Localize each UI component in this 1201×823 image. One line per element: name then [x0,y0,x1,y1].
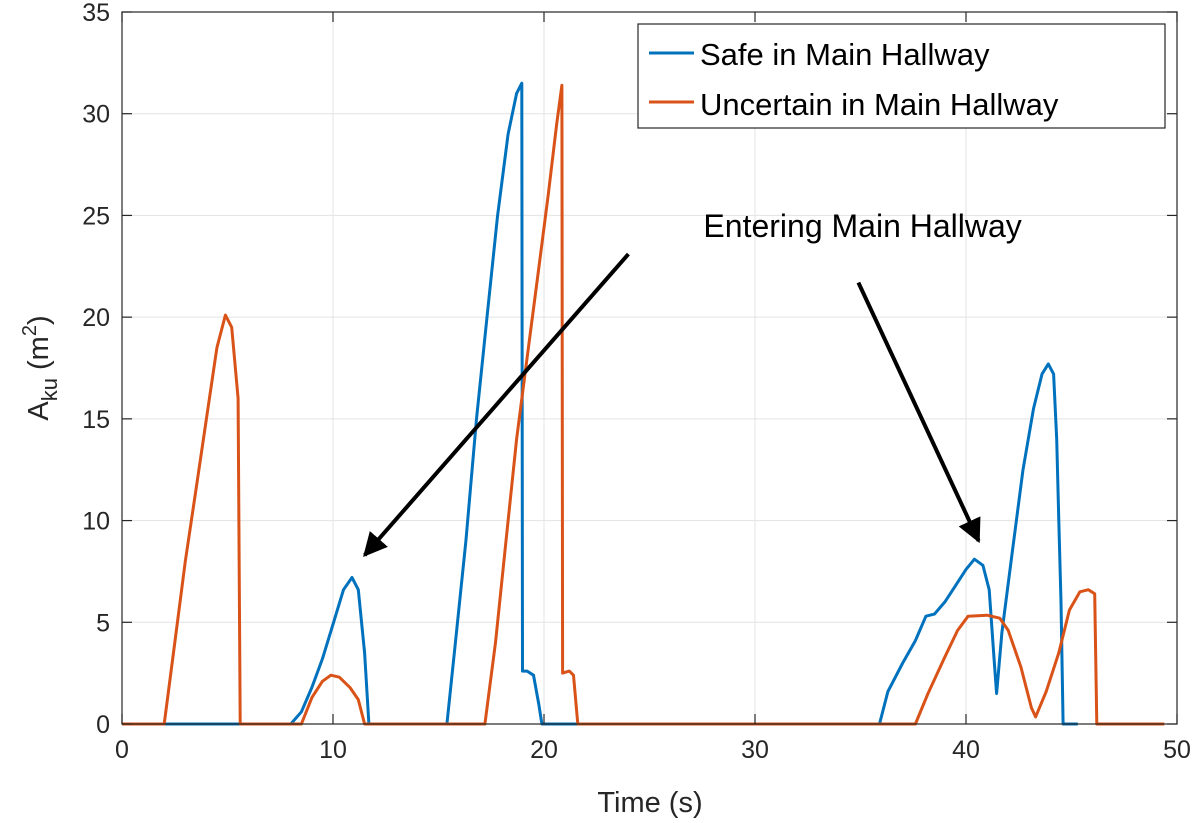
annotation-label: Entering Main Hallway [703,208,1021,244]
plot-background [122,12,1177,724]
x-tick-label: 10 [319,736,347,764]
y-tick-label: 0 [96,711,110,739]
legend-label-safe: Safe in Main Hallway [700,37,990,72]
x-axis-title: Time (s) [597,787,702,819]
y-tick-label: 30 [82,101,110,129]
y-axis-title-unit: (m [23,336,55,378]
legend-box [637,23,1166,129]
y-tick-label: 10 [82,508,110,536]
x-tick-label: 0 [115,736,129,764]
y-tick-label: 25 [82,202,110,230]
x-tick-label: 50 [1163,736,1191,764]
x-tick-label: 20 [530,736,558,764]
y-tick-label: 35 [82,0,110,27]
y-axis-title-base: A [23,401,55,421]
annotation-layer: Entering Main Hallway [363,208,1022,557]
y-axis-title: Aku (m2) [19,315,62,420]
plot-frame [121,11,1178,725]
y-axis-title-subscript: ku [37,378,62,401]
annotation-arrow [856,281,981,544]
x-tick-label: 30 [741,736,769,764]
series-line-uncertain [122,83,1165,726]
annotation-arrow [363,252,630,557]
legend-label-uncertain: Uncertain in Main Hallway [700,87,1059,122]
x-tick-label: 40 [952,736,980,764]
legend: Safe in Main Hallway Uncertain in Main H… [637,23,1166,129]
axis-ticks: 0 10 20 30 40 50 0 5 10 15 20 25 30 35 [82,0,1191,764]
y-axis-title-close: ) [23,315,55,325]
y-tick-label: 5 [96,609,110,637]
y-tick-label: 15 [82,406,110,434]
y-axis-title-superscript: 2 [19,325,41,336]
y-tick-label: 20 [82,304,110,332]
